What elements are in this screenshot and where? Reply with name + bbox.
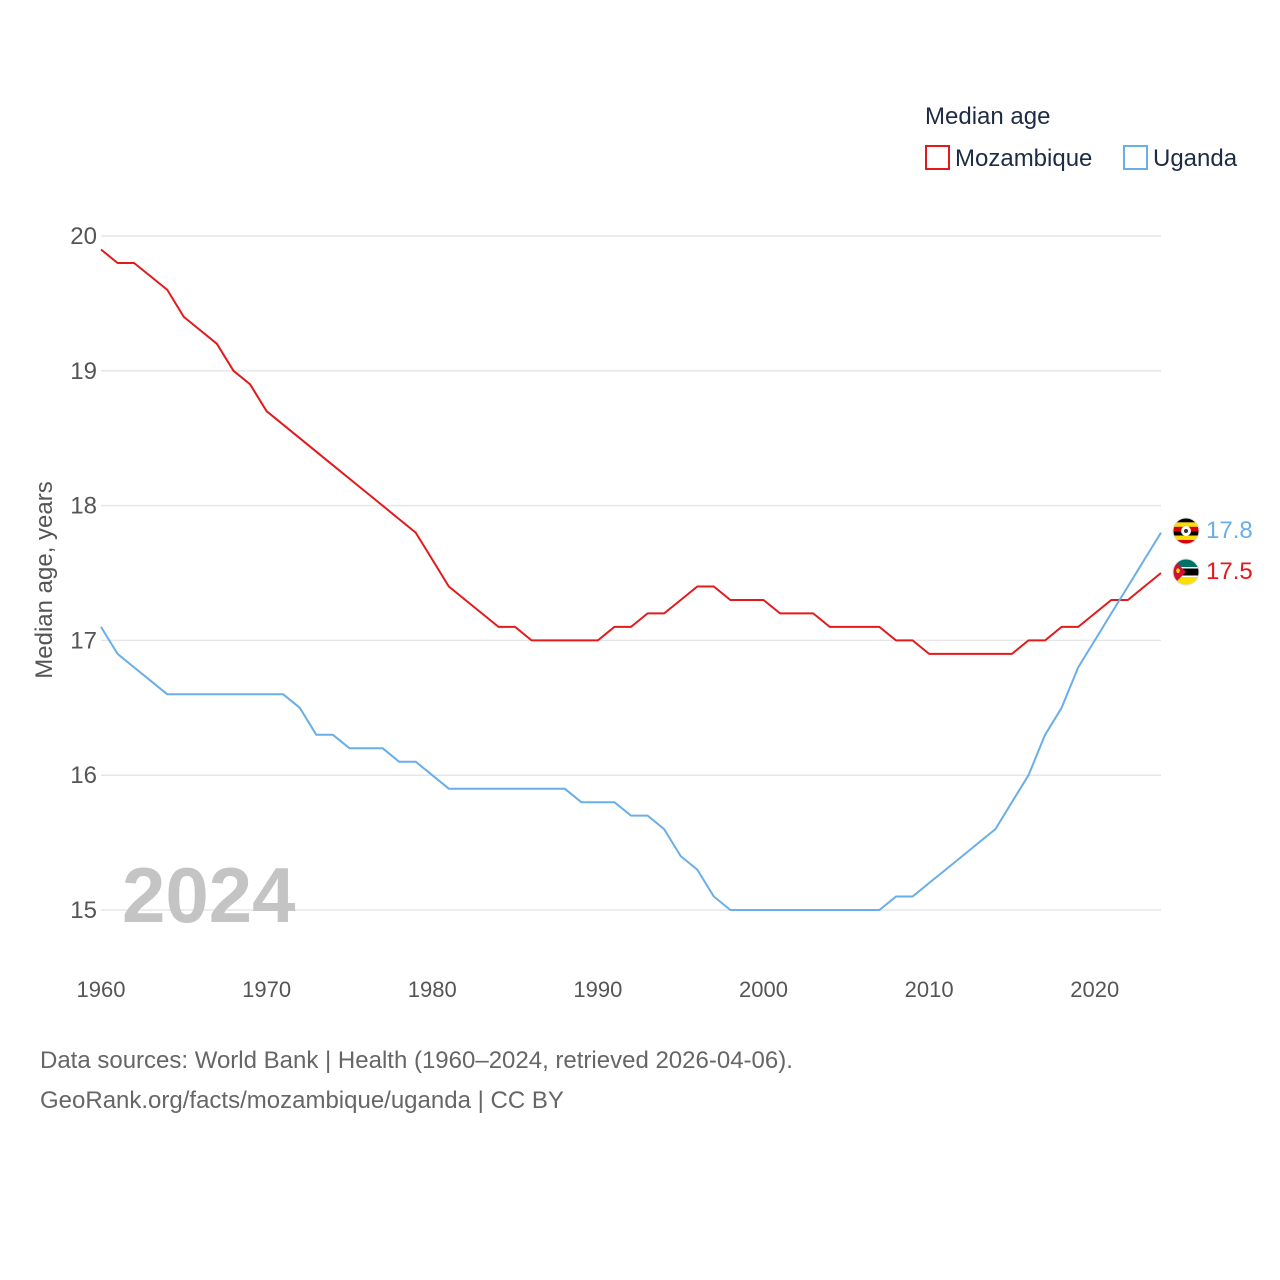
gridlines [101, 235, 1161, 911]
y-tick-17: 17 [70, 627, 97, 654]
mozambique-end-value: 17.5 [1206, 558, 1253, 585]
series-line-mozambique [100, 248, 1162, 655]
legend-title: Median age [925, 103, 1050, 130]
y-axis-label: Median age, years [31, 481, 58, 678]
legend-item-uganda[interactable]: Uganda [1123, 145, 1238, 172]
x-tick-2020: 2020 [1070, 977, 1119, 1002]
y-tick-19: 19 [70, 358, 97, 385]
attribution-line: GeoRank.org/facts/mozambique/uganda | CC… [40, 1087, 564, 1114]
year-label: 2024 [122, 851, 296, 939]
x-tick-2000: 2000 [739, 977, 788, 1002]
uganda-flag-icon [1172, 517, 1200, 545]
legend-label-mozambique: Mozambique [955, 145, 1092, 172]
y-tick-labels: 15 16 17 18 19 20 [70, 223, 97, 924]
legend-label-uganda: Uganda [1153, 145, 1238, 172]
x-tick-1980: 1980 [408, 977, 457, 1002]
y-tick-15: 15 [70, 897, 97, 924]
legend-swatch-mozambique [925, 145, 950, 170]
series-lines [100, 248, 1162, 911]
x-tick-1970: 1970 [242, 977, 291, 1002]
series-line-uganda [100, 532, 1162, 911]
x-tick-2010: 2010 [905, 977, 954, 1002]
mozambique-flag-icon [1172, 558, 1200, 586]
x-tick-labels: 1960 1970 1980 1990 2000 2010 2020 [77, 977, 1120, 1002]
legend-swatch-uganda [1123, 145, 1148, 170]
x-tick-1990: 1990 [573, 977, 622, 1002]
uganda-end-value: 17.8 [1206, 517, 1253, 544]
source-line: Data sources: World Bank | Health (1960–… [40, 1047, 793, 1074]
y-tick-18: 18 [70, 493, 97, 520]
y-tick-16: 16 [70, 762, 97, 789]
y-tick-20: 20 [70, 223, 97, 250]
legend-item-mozambique[interactable]: Mozambique [925, 145, 1092, 172]
x-tick-1960: 1960 [77, 977, 126, 1002]
